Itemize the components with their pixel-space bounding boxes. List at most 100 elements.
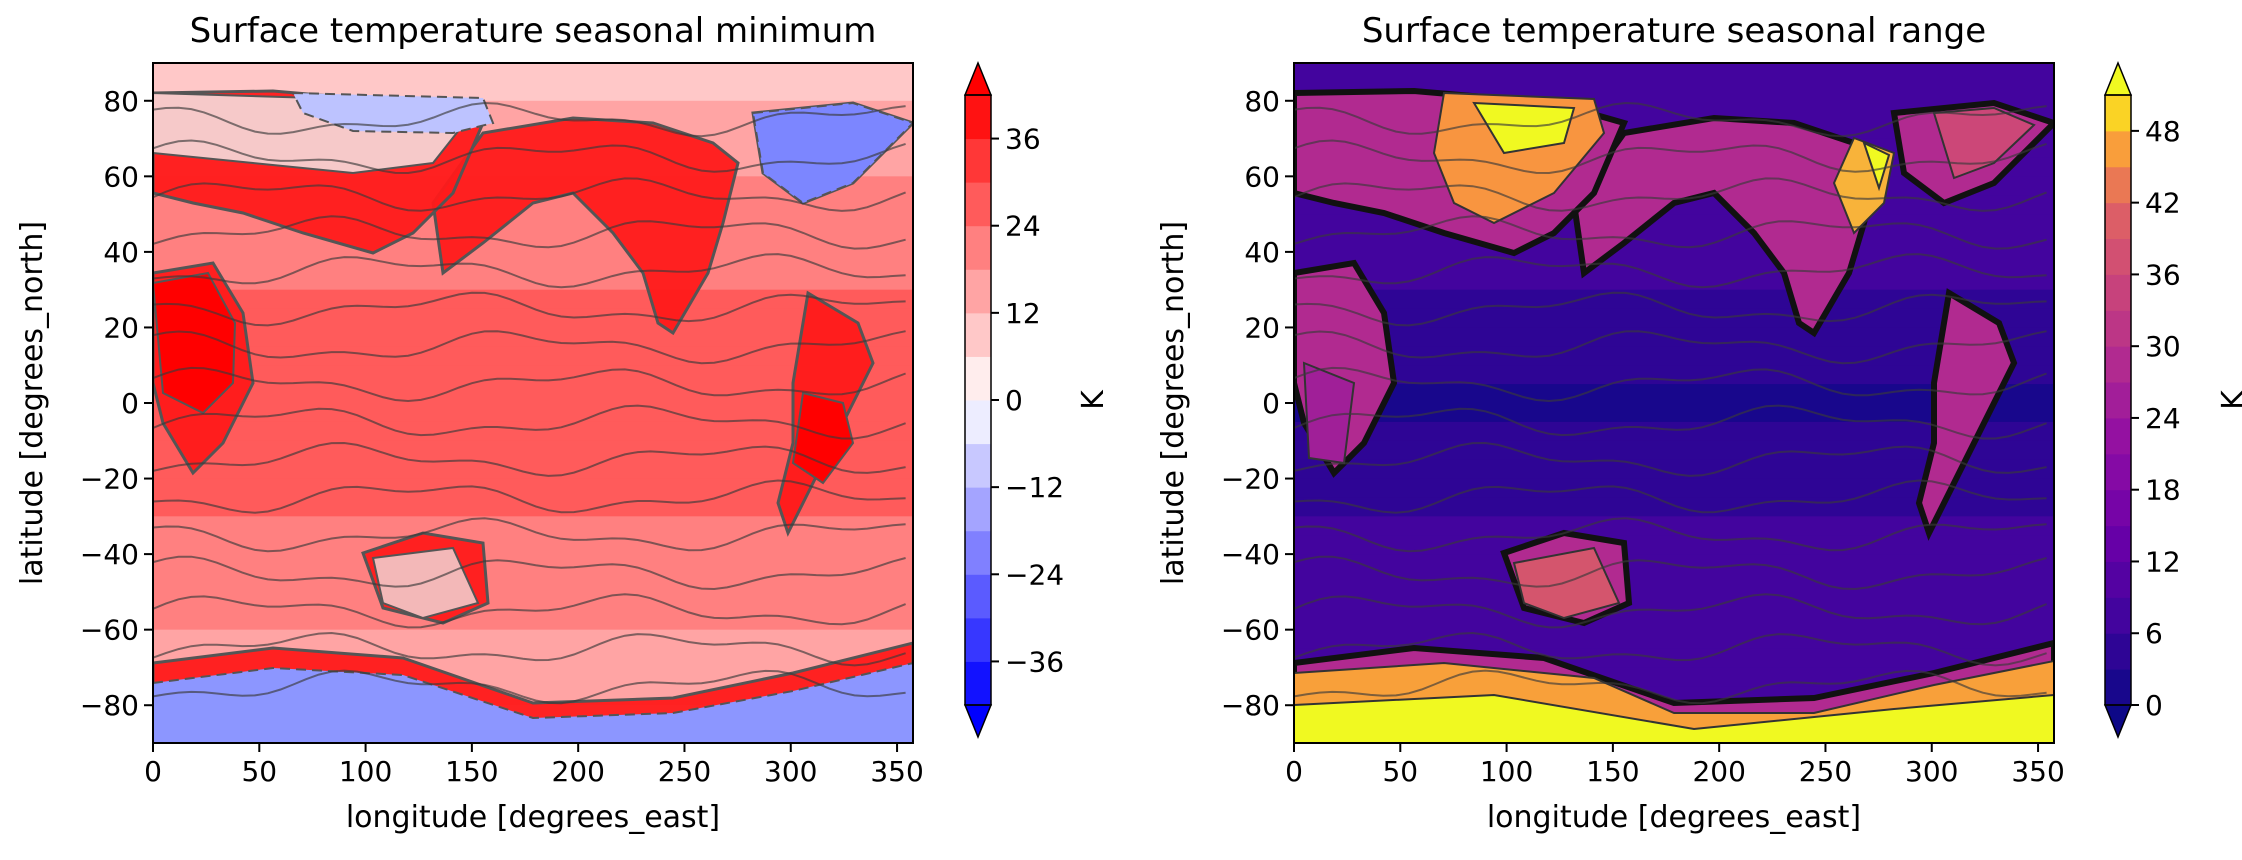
colorbar-level xyxy=(2105,274,2131,311)
y-tick-label: −20 xyxy=(1221,463,1280,496)
colorbar-tick-label: 18 xyxy=(2145,474,2181,507)
contour-line xyxy=(153,631,906,667)
colorbar-level xyxy=(965,225,991,270)
x-tick-label: 250 xyxy=(658,755,711,788)
x-tick-label: 0 xyxy=(144,755,162,788)
contour-line xyxy=(1294,177,2047,212)
chart-title: Surface temperature seasonal minimum xyxy=(190,11,877,51)
colorbar-level xyxy=(965,312,991,357)
y-axis-ticks: −80 −60 −40 −20 0 20 40 60 80 xyxy=(1221,85,1294,722)
field-band xyxy=(1294,403,2054,423)
colorbar-level xyxy=(965,95,991,140)
north-america-max xyxy=(1862,141,1891,192)
contour-line xyxy=(153,101,906,138)
field-band xyxy=(153,573,913,593)
x-tick-label: 350 xyxy=(870,755,923,788)
contour-line xyxy=(1294,479,2047,514)
contour-line xyxy=(153,479,906,514)
y-tick-label: −60 xyxy=(1221,614,1280,647)
field-band xyxy=(153,421,913,442)
y-tick-label: 20 xyxy=(1244,311,1280,344)
colorbar-level xyxy=(965,269,991,314)
field-band xyxy=(153,497,913,517)
field-band xyxy=(1294,573,2054,593)
panel-seasonal-range: Surface temperature seasonal range xyxy=(1156,11,2242,835)
colorbar-level xyxy=(965,661,991,706)
y-axis-label: latitude [degrees_north] xyxy=(1156,221,1191,585)
field-band xyxy=(153,440,913,461)
colorbar-tick-label: 0 xyxy=(2145,689,2163,722)
colorbar-level xyxy=(2105,417,2131,455)
x-tick-label: 300 xyxy=(1905,755,1958,788)
field-band xyxy=(1294,233,2054,253)
colorbar-level xyxy=(965,574,991,619)
y-tick-label: 0 xyxy=(1262,387,1280,420)
contour-line xyxy=(153,291,906,327)
colorbar-extend-min xyxy=(2103,704,2133,739)
field-band xyxy=(1294,365,2054,385)
y-tick-label: −20 xyxy=(80,463,139,496)
colorbar-tick-label: 24 xyxy=(2145,402,2181,435)
contour-line xyxy=(1294,215,2047,250)
map-field xyxy=(153,63,913,743)
field-band xyxy=(153,610,913,631)
africa-hot xyxy=(153,271,237,415)
colorbar-level xyxy=(965,617,991,662)
contour-line xyxy=(153,404,906,440)
contour-line xyxy=(153,441,906,477)
field-band xyxy=(1294,440,2054,461)
colorbar-tick-label: 42 xyxy=(2145,187,2181,220)
contour-line xyxy=(153,330,906,365)
colorbar-tick-label: 30 xyxy=(2145,330,2181,363)
contour-line xyxy=(1294,631,2047,667)
greenland-range xyxy=(1932,106,2036,180)
contour-line xyxy=(153,366,906,403)
contour-line xyxy=(1294,555,2047,591)
y-axis-ticks: −80 −60 −40 −20 0 20 40 60 80 xyxy=(80,85,153,722)
colorbar-level xyxy=(965,138,991,183)
land-layer xyxy=(1294,91,2054,743)
x-tick-label: 200 xyxy=(551,755,604,788)
y-axis-label: latitude [degrees_north] xyxy=(15,221,50,585)
australia-range xyxy=(1512,546,1621,620)
x-tick-label: 50 xyxy=(241,755,277,788)
field-band xyxy=(153,270,913,291)
field-band xyxy=(1294,535,2054,555)
colorbar-level xyxy=(965,356,991,401)
x-tick-label: 100 xyxy=(1480,755,1533,788)
contour-line xyxy=(1294,517,2047,553)
colorbar-label: K xyxy=(2216,389,2242,410)
y-tick-label: 80 xyxy=(103,85,139,118)
x-tick-label: 150 xyxy=(1586,755,1639,788)
field-band xyxy=(1294,516,2054,536)
x-axis-ticks: 0 50 100 150 200 250 300 350 xyxy=(144,743,924,788)
colorbar-level xyxy=(2105,669,2131,706)
colorbar-level xyxy=(2105,525,2131,562)
colorbar-level xyxy=(2105,346,2131,383)
contour-line xyxy=(153,669,906,705)
australia-cool xyxy=(371,546,480,620)
contour-line xyxy=(153,517,906,553)
contour-line xyxy=(153,177,906,212)
x-tick-label: 100 xyxy=(339,755,392,788)
x-axis-ticks: 0 50 100 150 200 250 300 350 xyxy=(1285,743,2065,788)
y-tick-label: −40 xyxy=(80,538,139,571)
field-band xyxy=(153,233,913,253)
contour-line xyxy=(1294,669,2047,705)
colorbar-tick-label: 48 xyxy=(2145,115,2181,148)
field-band xyxy=(1294,308,2054,329)
colorbar-tick-label: 12 xyxy=(2145,545,2181,578)
field-band xyxy=(153,63,913,83)
field-band xyxy=(153,516,913,536)
contour-lines xyxy=(153,101,906,705)
contour-line xyxy=(153,593,906,629)
field-band xyxy=(153,535,913,555)
colorbar-level xyxy=(2105,382,2131,419)
north-asia-ice xyxy=(291,91,495,135)
x-tick-label: 300 xyxy=(764,755,817,788)
y-tick-label: 20 xyxy=(103,311,139,344)
colorbar-level xyxy=(2105,489,2131,527)
x-tick-label: 0 xyxy=(1285,755,1303,788)
